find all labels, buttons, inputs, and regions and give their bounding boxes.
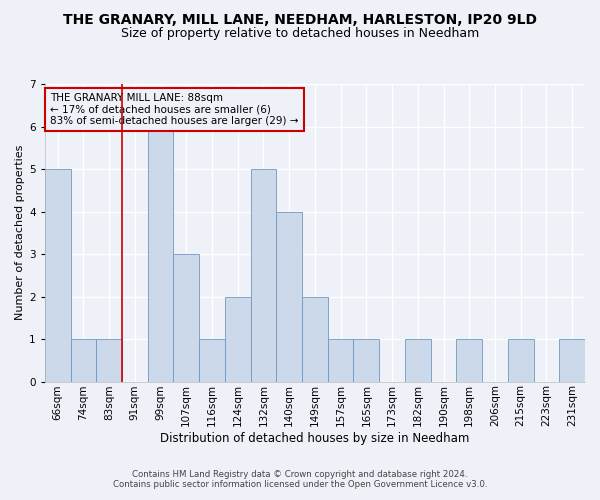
Bar (328, 339, 353, 382)
Bar (508, 339, 533, 382)
Text: Contains HM Land Registry data © Crown copyright and database right 2024.
Contai: Contains HM Land Registry data © Crown c… (113, 470, 487, 489)
Y-axis label: Number of detached properties: Number of detached properties (15, 145, 25, 320)
Text: THE GRANARY, MILL LANE, NEEDHAM, HARLESTON, IP20 9LD: THE GRANARY, MILL LANE, NEEDHAM, HARLEST… (63, 12, 537, 26)
Bar (45, 169, 71, 382)
Bar (96, 339, 122, 382)
Bar (173, 254, 199, 382)
Bar (302, 296, 328, 382)
X-axis label: Distribution of detached houses by size in Needham: Distribution of detached houses by size … (160, 432, 470, 445)
Bar (277, 212, 302, 382)
Bar (225, 296, 251, 382)
Text: Size of property relative to detached houses in Needham: Size of property relative to detached ho… (121, 28, 479, 40)
Bar (405, 339, 431, 382)
Bar (199, 339, 225, 382)
Bar (71, 339, 96, 382)
Bar (148, 126, 173, 382)
Bar (559, 339, 585, 382)
Text: THE GRANARY MILL LANE: 88sqm
← 17% of detached houses are smaller (6)
83% of sem: THE GRANARY MILL LANE: 88sqm ← 17% of de… (50, 93, 299, 126)
Bar (353, 339, 379, 382)
Bar (251, 169, 277, 382)
Bar (457, 339, 482, 382)
